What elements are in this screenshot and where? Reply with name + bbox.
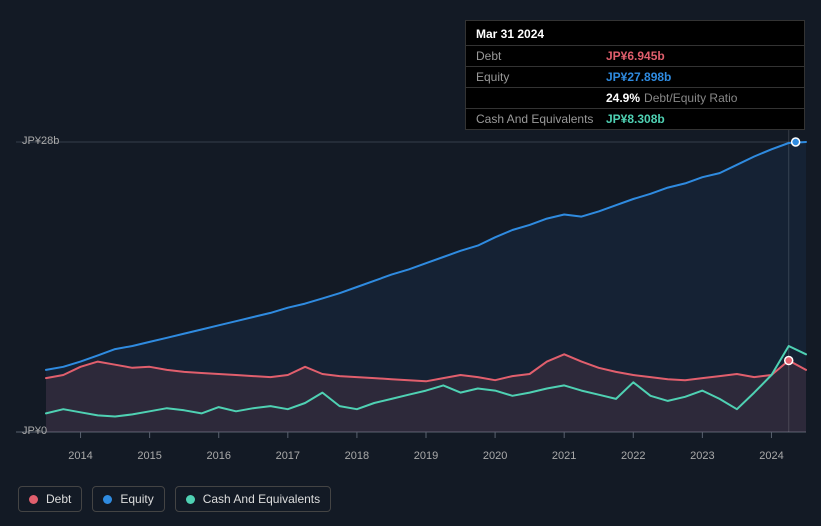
legend-label: Equity — [120, 492, 153, 506]
x-axis-label: 2015 — [137, 450, 161, 462]
chart-tooltip: Mar 31 2024 DebtJP¥6.945bEquityJP¥27.898… — [465, 20, 805, 130]
legend-item[interactable]: Cash And Equivalents — [175, 486, 331, 512]
tooltip-label: Cash And Equivalents — [476, 112, 606, 126]
legend-item[interactable]: Debt — [18, 486, 82, 512]
x-axis-label: 2021 — [552, 450, 576, 462]
legend-dot — [29, 495, 38, 504]
x-axis-label: 2023 — [690, 450, 714, 462]
x-axis-label: 2019 — [414, 450, 438, 462]
x-axis-label: 2022 — [621, 450, 645, 462]
legend-label: Debt — [46, 492, 71, 506]
x-axis-label: 2020 — [483, 450, 507, 462]
y-axis-label: JP¥28b — [22, 135, 59, 147]
x-axis-label: 2014 — [68, 450, 92, 462]
chart-legend: Debt Equity Cash And Equivalents — [18, 486, 331, 512]
tooltip-date: Mar 31 2024 — [466, 21, 804, 45]
legend-dot — [103, 495, 112, 504]
x-axis-label: 2024 — [759, 450, 783, 462]
tooltip-value: JP¥8.308b — [606, 112, 665, 126]
y-axis-label: JP¥0 — [22, 425, 47, 437]
x-axis-label: 2016 — [206, 450, 230, 462]
tooltip-label: Equity — [476, 70, 606, 84]
legend-item[interactable]: Equity — [92, 486, 164, 512]
tooltip-value: 24.9%Debt/Equity Ratio — [606, 91, 737, 105]
tooltip-value: JP¥27.898b — [606, 70, 671, 84]
tooltip-label: Debt — [476, 49, 606, 63]
tooltip-row: 24.9%Debt/Equity Ratio — [466, 87, 804, 108]
x-axis-label: 2017 — [276, 450, 300, 462]
tooltip-row: EquityJP¥27.898b — [466, 66, 804, 87]
tooltip-label — [476, 91, 606, 105]
x-axis-label: 2018 — [345, 450, 369, 462]
legend-label: Cash And Equivalents — [203, 492, 320, 506]
tooltip-row: Cash And EquivalentsJP¥8.308b — [466, 108, 804, 129]
tooltip-row: DebtJP¥6.945b — [466, 45, 804, 66]
tooltip-value: JP¥6.945b — [606, 49, 665, 63]
x-axis-labels: 2014 2015 2016 2017 2018 2019 2020 2021 2022 2023… — [46, 450, 805, 470]
legend-dot — [186, 495, 195, 504]
